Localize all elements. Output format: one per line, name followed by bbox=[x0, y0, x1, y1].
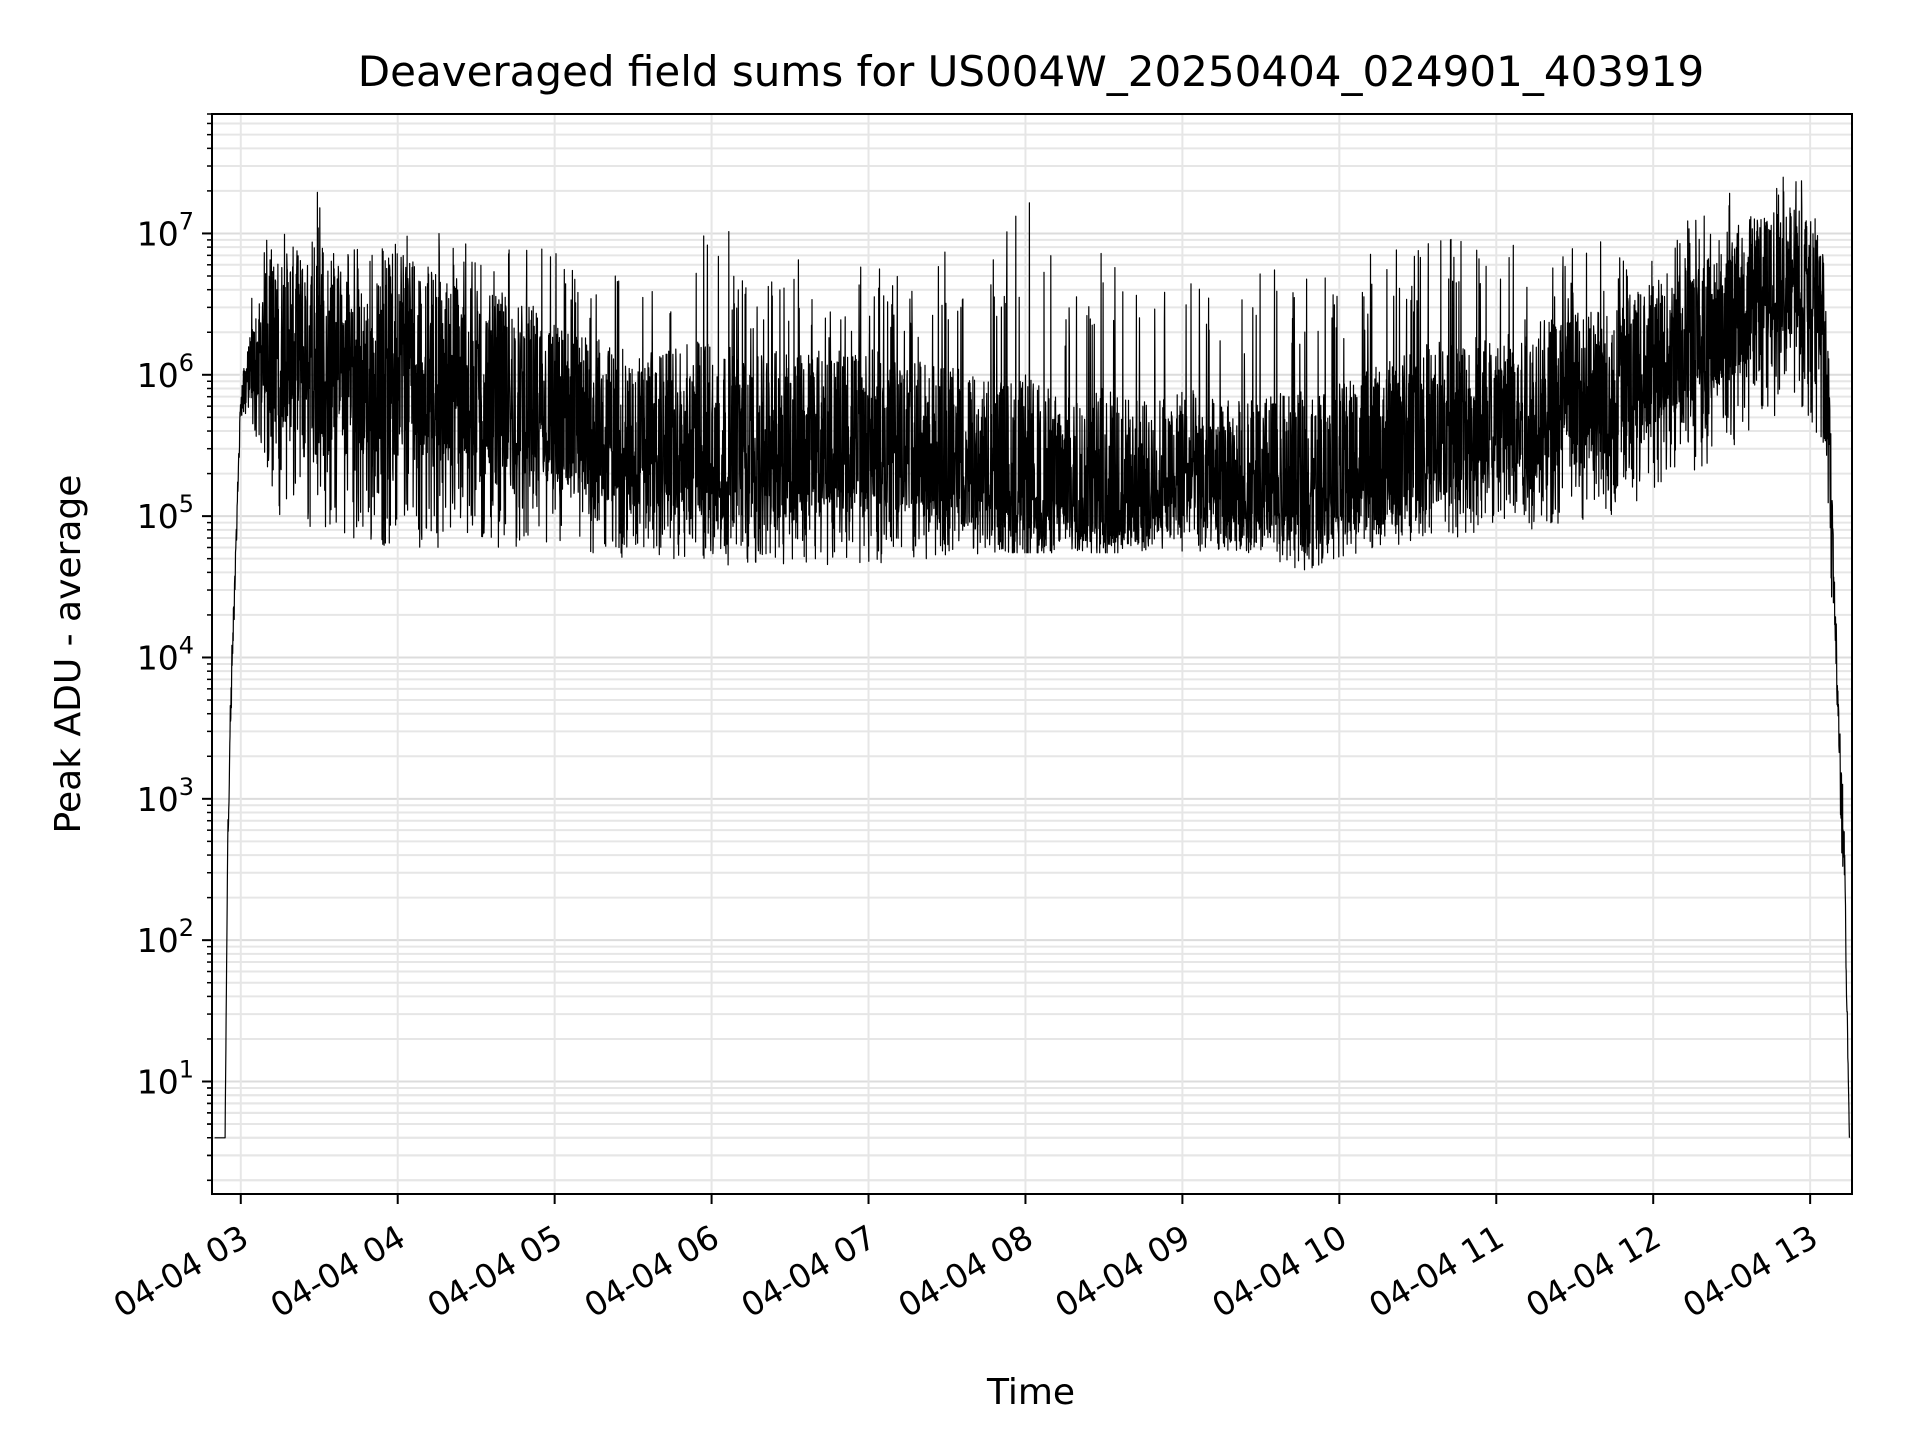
chart-title: Deaveraged field sums for US004W_2025040… bbox=[358, 47, 1704, 96]
series-group bbox=[214, 176, 1850, 1139]
series-line bbox=[214, 176, 1850, 1139]
y-tick-label: 101 bbox=[137, 1056, 194, 1102]
y-tick-label: 106 bbox=[137, 349, 194, 395]
y-tick-label: 105 bbox=[137, 490, 194, 536]
x-axis-label: Time bbox=[986, 1372, 1075, 1413]
y-tick-label: 104 bbox=[137, 631, 194, 677]
y-axis-ticks: 101 102 103 104 105 106 107 bbox=[137, 113, 212, 1182]
y-tick-label: 107 bbox=[137, 207, 194, 253]
y-tick-label: 102 bbox=[137, 914, 194, 960]
y-tick-label: 103 bbox=[137, 773, 194, 819]
y-axis-label: Peak ADU - average bbox=[48, 475, 89, 834]
plot-frame bbox=[211, 113, 1853, 1195]
